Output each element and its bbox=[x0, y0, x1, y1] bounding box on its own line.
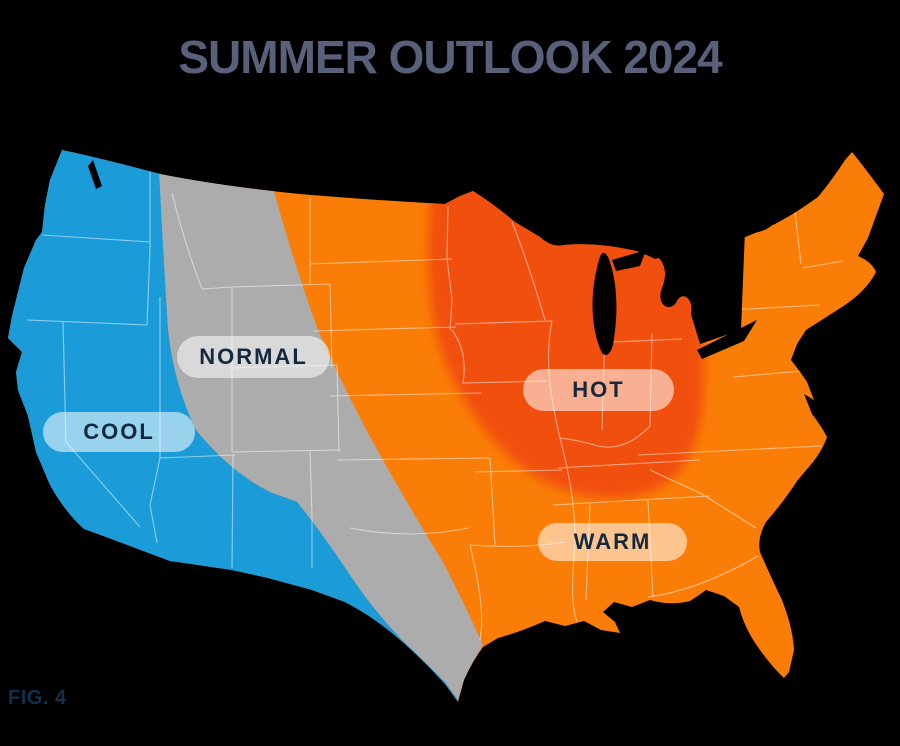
figure-number: FIG. 4 bbox=[8, 687, 67, 709]
great-lakes bbox=[88, 160, 772, 359]
zone-label-hot-text: HOT bbox=[572, 377, 625, 402]
zone-label-cool-text: COOL bbox=[83, 419, 155, 444]
zone-normal-region bbox=[157, 150, 483, 700]
page-title: SUMMER OUTLOOK 2024 bbox=[178, 31, 722, 83]
zone-label-cool: COOL bbox=[43, 412, 195, 452]
zone-label-warm: WARM bbox=[538, 523, 687, 561]
zone-label-normal-text: NORMAL bbox=[199, 344, 308, 369]
zone-label-normal: NORMAL bbox=[177, 336, 330, 378]
zone-label-warm-text: WARM bbox=[573, 529, 652, 554]
zone-label-hot: HOT bbox=[523, 369, 674, 411]
